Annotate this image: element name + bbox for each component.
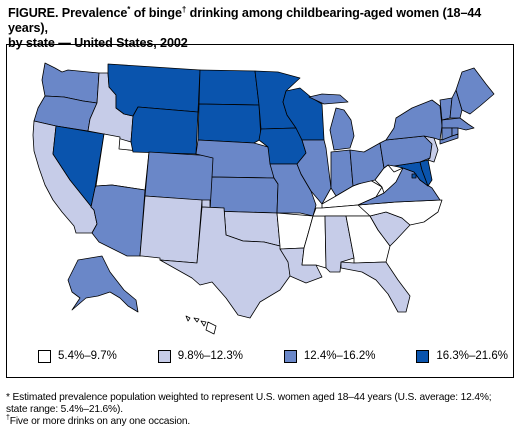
state-texas — [159, 206, 291, 319]
state-north-dakota — [198, 69, 260, 106]
footnote-binge-definition: †Five or more drinks on any one occasion… — [6, 414, 191, 427]
state-wyoming — [130, 106, 199, 155]
state-maine — [455, 67, 495, 115]
legend-label: 9.8%–12.3% — [177, 350, 243, 362]
footnote-estimate: * Estimated prevalence population weight… — [6, 392, 492, 403]
state-new-mexico — [139, 195, 203, 264]
state-illinois — [296, 139, 332, 205]
state-new-hampshire — [449, 89, 463, 119]
legend-label: 16.3%–21.6% — [436, 350, 508, 362]
map-legend: 5.4%–9.7% 9.8%–12.3% 12.4%–16.2% 16.3%–2… — [38, 346, 508, 366]
state-arizona — [90, 184, 146, 257]
state-south-dakota — [197, 103, 262, 144]
footnotes: * Estimated prevalence population weight… — [6, 392, 518, 428]
legend-swatch — [283, 349, 297, 363]
legend-label: 5.4%–9.7% — [58, 350, 117, 362]
legend-item: 9.8%–12.3% — [157, 349, 243, 363]
legend-swatch — [157, 349, 171, 363]
state-florida — [340, 261, 411, 313]
legend-label: 12.4%–16.2% — [303, 350, 376, 362]
state-colorado — [144, 151, 215, 202]
footnote-estimate-cont: state range: 5.4%–21.6%). — [6, 404, 123, 415]
state-alaska — [67, 255, 139, 313]
legend-swatch — [38, 349, 51, 363]
state-montana — [107, 63, 201, 117]
title-line-2: by state — United States, 2002 — [8, 36, 188, 50]
legend-swatch — [416, 349, 430, 363]
state-michigan — [308, 93, 355, 151]
legend-item: 16.3%–21.6% — [416, 349, 508, 363]
us-state-map — [32, 62, 495, 335]
state-hawaii — [185, 315, 217, 335]
state-rhode-island — [451, 127, 459, 137]
figure-title: FIGURE. Prevalence* of binge† drinking a… — [8, 4, 514, 51]
state-district-of-columbia — [411, 173, 417, 179]
title-line-1: FIGURE. Prevalence* of binge† drinking a… — [8, 4, 482, 35]
legend-item: 5.4%–9.7% — [38, 349, 117, 363]
state-new-jersey — [423, 135, 439, 163]
legend-item: 12.4%–16.2% — [283, 349, 376, 363]
figure-frame — [6, 44, 514, 378]
state-delaware — [419, 159, 433, 187]
